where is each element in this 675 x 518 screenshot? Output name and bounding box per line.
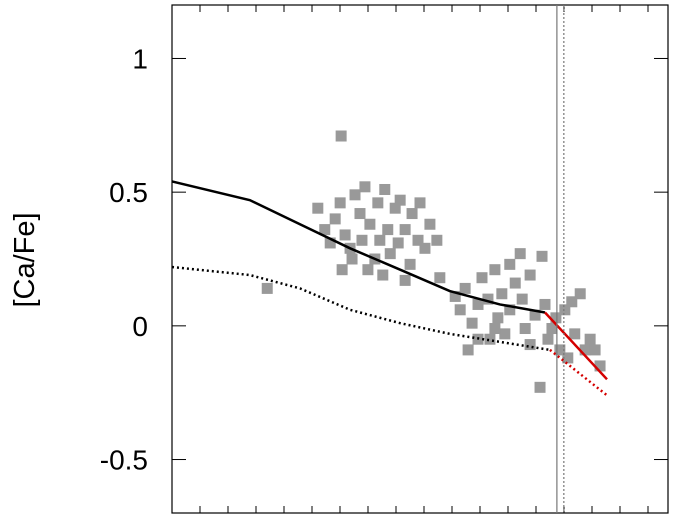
point	[524, 339, 536, 351]
point	[482, 293, 494, 305]
point	[529, 309, 541, 321]
point	[459, 282, 471, 294]
point	[546, 323, 558, 335]
y-tick-label: 0.5	[109, 177, 148, 208]
point	[524, 269, 536, 281]
point	[329, 213, 341, 225]
point	[579, 344, 591, 356]
point	[489, 264, 501, 276]
point	[509, 277, 521, 289]
point	[449, 290, 461, 302]
y-tick-label: 1	[132, 43, 148, 74]
point	[566, 296, 578, 308]
point	[484, 333, 496, 345]
point	[574, 288, 586, 300]
curve	[544, 311, 608, 381]
point	[489, 323, 501, 335]
point	[492, 312, 504, 324]
point	[349, 189, 361, 201]
point	[374, 234, 386, 246]
point	[364, 218, 376, 230]
point	[392, 237, 404, 249]
point	[261, 282, 273, 294]
point	[324, 237, 336, 249]
point	[414, 197, 426, 209]
point	[424, 218, 436, 230]
curve	[171, 180, 546, 314]
point	[389, 202, 401, 214]
point	[431, 234, 443, 246]
point	[550, 312, 562, 324]
point	[339, 229, 351, 241]
point	[569, 328, 581, 340]
point	[319, 224, 331, 236]
point	[554, 344, 566, 356]
point	[356, 234, 368, 246]
point	[362, 264, 374, 276]
point	[562, 352, 574, 364]
point	[336, 264, 348, 276]
point	[559, 304, 571, 316]
point	[312, 202, 324, 214]
y-tick-label: -0.5	[100, 445, 148, 476]
point	[419, 242, 431, 254]
point	[536, 250, 548, 262]
point	[499, 328, 511, 340]
point	[516, 293, 528, 305]
point	[384, 248, 396, 260]
point	[346, 253, 358, 265]
point	[359, 181, 371, 193]
point	[335, 130, 347, 142]
point	[434, 272, 446, 284]
point	[584, 333, 596, 345]
point	[514, 248, 526, 260]
curve	[171, 265, 551, 352]
point	[404, 258, 416, 270]
point	[372, 197, 384, 209]
point	[334, 197, 346, 209]
point	[379, 183, 391, 195]
point	[466, 317, 478, 329]
point	[589, 344, 601, 356]
point	[594, 360, 606, 372]
point	[519, 323, 531, 335]
point	[394, 194, 406, 206]
y-tick-label: 0	[132, 311, 148, 342]
plot-frame	[171, 4, 669, 514]
point	[476, 272, 488, 284]
y-axis-label: [Ca/Fe]	[9, 212, 41, 307]
point	[496, 288, 508, 300]
point	[504, 304, 516, 316]
point	[412, 234, 424, 246]
point	[399, 274, 411, 286]
point	[406, 208, 418, 220]
point	[377, 269, 389, 281]
point	[472, 298, 484, 310]
point	[539, 298, 551, 310]
point	[542, 333, 554, 345]
point	[382, 224, 394, 236]
point	[504, 258, 516, 270]
curve	[549, 348, 608, 397]
point	[399, 224, 411, 236]
point	[462, 344, 474, 356]
point	[534, 381, 546, 393]
point	[454, 304, 466, 316]
point	[354, 208, 366, 220]
